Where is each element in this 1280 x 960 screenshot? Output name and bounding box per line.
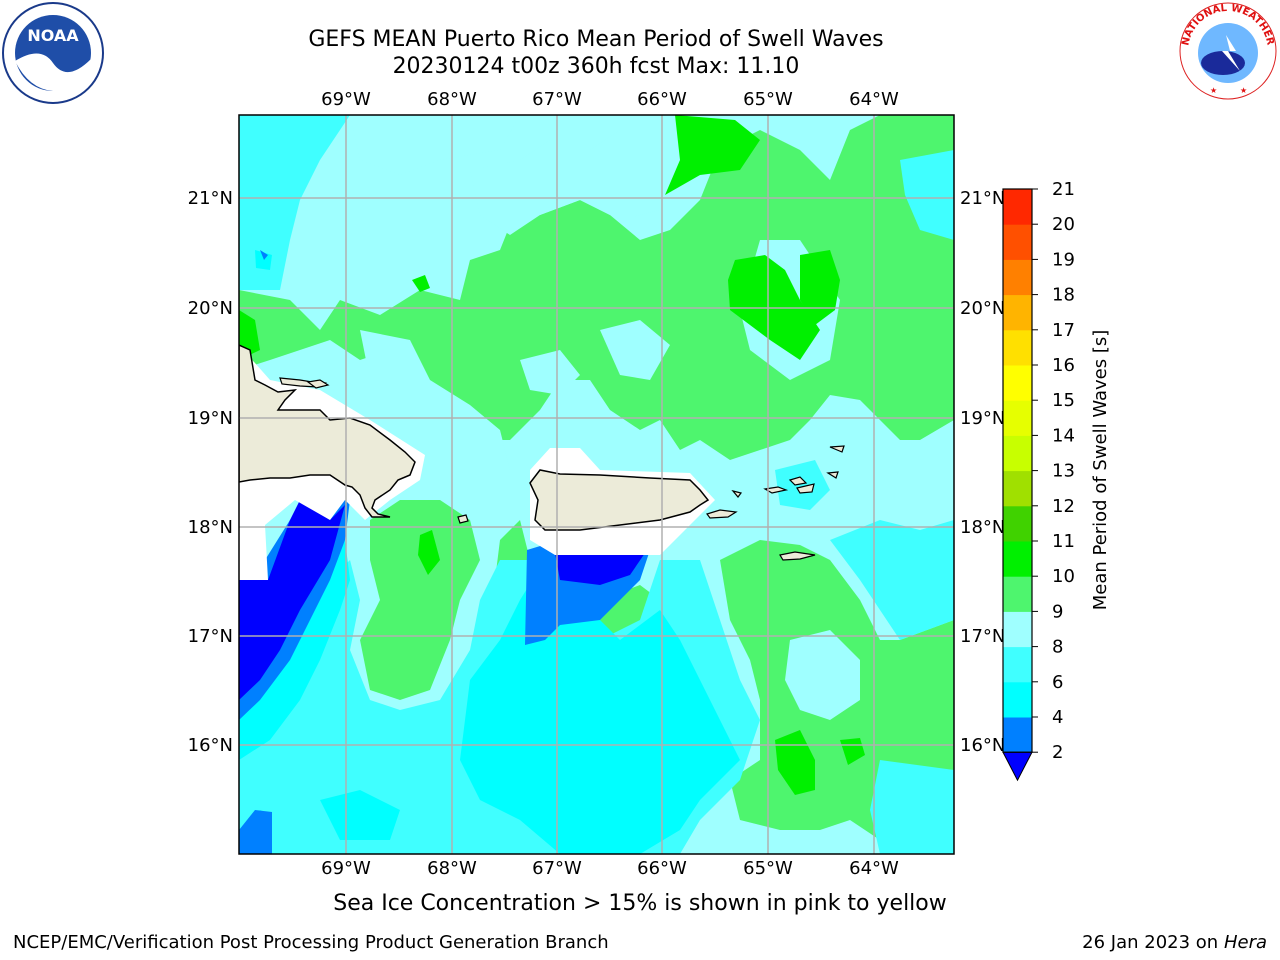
- svg-text:68°W: 68°W: [427, 89, 477, 110]
- colorbar-tick-label: 16: [1052, 355, 1075, 376]
- svg-text:64°W: 64°W: [849, 858, 899, 879]
- map-frame: [238, 114, 955, 855]
- svg-text:67°W: 67°W: [532, 89, 582, 110]
- nws-logo: NATIONAL WEATHER SERVICE ★ ★: [1178, 1, 1277, 100]
- latitude-labels-right: 21°N 20°N 19°N 18°N 17°N 16°N: [960, 188, 1005, 756]
- svg-text:18°N: 18°N: [188, 517, 233, 538]
- svg-text:20°N: 20°N: [960, 298, 1005, 319]
- contour-11-12: [665, 115, 760, 195]
- footer-right: 26 Jan 2023 on Hera: [1082, 932, 1267, 954]
- colorbar-swatch: [1003, 400, 1032, 436]
- svg-text:17°N: 17°N: [188, 626, 233, 647]
- svg-text:66°W: 66°W: [637, 858, 687, 879]
- svg-text:16°N: 16°N: [960, 735, 1005, 756]
- svg-text:16°N: 16°N: [188, 735, 233, 756]
- colorbar-tick-label: 15: [1052, 390, 1075, 411]
- footer-date: 26 Jan 2023 on: [1082, 932, 1224, 953]
- colorbar-extend: [1002, 751, 1033, 782]
- colorbar-swatch: [1003, 541, 1032, 577]
- colorbar-swatch: [1003, 294, 1032, 331]
- longitude-labels-top: 69°W 68°W 67°W 66°W 65°W 64°W: [321, 89, 899, 110]
- colorbar-swatch: [1003, 224, 1032, 260]
- contour-2-4: [239, 500, 345, 700]
- colorbar-tick-label: 14: [1052, 425, 1075, 446]
- graticule: [239, 115, 954, 854]
- colorbar-swatch: [1003, 259, 1032, 296]
- colorbar: 2 4 6 8 9 10 11 12 13 14 15 16 17 18 19 20 21: [1002, 179, 1075, 782]
- colorbar-tick-label: 6: [1052, 672, 1063, 693]
- svg-text:★: ★: [1240, 86, 1247, 95]
- colorbar-tick-label: 21: [1052, 179, 1075, 200]
- colorbar-swatch: [1003, 435, 1032, 472]
- svg-text:69°W: 69°W: [321, 858, 371, 879]
- colorbar-tick-label: 8: [1052, 637, 1063, 658]
- colorbar-swatch: [1003, 470, 1032, 507]
- footer-left: NCEP/EMC/Verification Post Processing Pr…: [13, 932, 609, 953]
- latitude-labels-left: 21°N 20°N 19°N 18°N 17°N 16°N: [188, 188, 233, 756]
- colorbar-swatch: [1003, 329, 1032, 366]
- colorbar-swatch: [1003, 365, 1032, 401]
- noaa-logo: NOAA: [2, 2, 104, 104]
- colorbar-swatch: [1003, 681, 1032, 718]
- svg-text:68°W: 68°W: [427, 858, 477, 879]
- colorbar-tick-label: 11: [1052, 531, 1075, 552]
- colorbar-swatch: [1003, 646, 1032, 683]
- colorbar-label: Mean Period of Swell Waves [s]: [1090, 330, 1111, 611]
- land-hispaniola: [239, 344, 416, 518]
- longitude-labels-bottom: 69°W 68°W 67°W 66°W 65°W 64°W: [321, 858, 899, 879]
- svg-text:18°N: 18°N: [960, 517, 1005, 538]
- colorbar-swatch: [1003, 717, 1032, 753]
- svg-text:★: ★: [1210, 86, 1217, 95]
- svg-text:64°W: 64°W: [849, 89, 899, 110]
- svg-text:69°W: 69°W: [321, 89, 371, 110]
- colorbar-tick-label: 12: [1052, 496, 1075, 517]
- noaa-logo-text: NOAA: [27, 26, 79, 45]
- svg-text:21°N: 21°N: [960, 188, 1005, 209]
- svg-text:67°W: 67°W: [532, 858, 582, 879]
- sea-ice-note: Sea Ice Concentration > 15% is shown in …: [333, 891, 947, 916]
- colorbar-tick-label: 4: [1052, 707, 1063, 728]
- contour-field: [239, 115, 954, 854]
- colorbar-tick-label: 2: [1052, 742, 1063, 763]
- colorbar-tick-label: 13: [1052, 461, 1075, 482]
- svg-text:66°W: 66°W: [637, 89, 687, 110]
- colorbar-swatch: [1003, 189, 1032, 225]
- colorbar-tick-label: 19: [1052, 249, 1075, 270]
- colorbar-swatch: [1003, 505, 1032, 542]
- svg-text:21°N: 21°N: [188, 188, 233, 209]
- svg-text:65°W: 65°W: [743, 858, 793, 879]
- footer-host: Hera: [1223, 932, 1267, 953]
- svg-text:65°W: 65°W: [743, 89, 793, 110]
- svg-text:19°N: 19°N: [188, 408, 233, 429]
- svg-text:17°N: 17°N: [960, 626, 1005, 647]
- colorbar-tick-label: 18: [1052, 285, 1075, 306]
- colorbar-swatch: [1003, 576, 1032, 612]
- colorbar-tick-label: 20: [1052, 214, 1075, 235]
- svg-text:19°N: 19°N: [960, 408, 1005, 429]
- colorbar-tick-label: 17: [1052, 320, 1075, 341]
- svg-text:20°N: 20°N: [188, 298, 233, 319]
- colorbar-tick-label: 10: [1052, 566, 1075, 587]
- colorbar-tick-label: 9: [1052, 601, 1063, 622]
- chart-title: GEFS MEAN Puerto Rico Mean Period of Swe…: [308, 27, 884, 52]
- chart-subtitle: 20230124 t00z 360h fcst Max: 11.10: [392, 54, 800, 79]
- colorbar-swatch: [1003, 611, 1032, 648]
- contour-8-9: [239, 115, 350, 290]
